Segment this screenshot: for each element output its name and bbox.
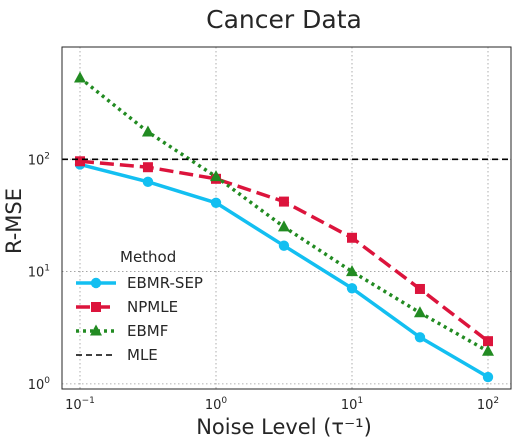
x-tick-label: 100 bbox=[205, 396, 228, 413]
point-ebmr-sep bbox=[482, 371, 494, 383]
x-tick-exponent: 0 bbox=[221, 396, 227, 406]
x-tick-label: 101 bbox=[341, 396, 363, 413]
point-ebmr-sep bbox=[346, 283, 358, 294]
legend-label-mle: MLE bbox=[127, 346, 158, 364]
point-npmle bbox=[278, 196, 289, 207]
x-tick-labels: 10−1 100 101 102 bbox=[65, 396, 499, 413]
legend-marker-ebmf bbox=[90, 324, 102, 336]
y-tick-exponent: 0 bbox=[44, 376, 50, 386]
point-npmle bbox=[414, 283, 425, 294]
point-ebmf bbox=[413, 306, 426, 318]
legend-entry-npmle: NPMLE bbox=[76, 298, 178, 316]
y-tick-label: 100 bbox=[28, 376, 51, 393]
point-ebmr-sep bbox=[142, 176, 154, 188]
point-ebmf bbox=[482, 344, 494, 356]
x-tick-exponent: 1 bbox=[357, 396, 363, 406]
x-tick-label: 10−1 bbox=[65, 396, 95, 413]
y-tick-exponent: 2 bbox=[44, 151, 50, 161]
x-tick-exponent: −1 bbox=[82, 396, 95, 406]
y-axis-label: R-MSE bbox=[2, 188, 26, 254]
point-ebmr-sep bbox=[278, 240, 290, 251]
y-tick-label: 101 bbox=[28, 264, 50, 281]
chart-title: Cancer Data bbox=[206, 5, 362, 34]
series-lines bbox=[62, 71, 511, 383]
point-ebmf bbox=[346, 265, 358, 277]
point-ebmr-sep bbox=[210, 197, 222, 208]
y-tick-label: 102 bbox=[28, 151, 50, 168]
legend: Method EBMR-SEP NPMLE EBMF MLE bbox=[76, 248, 203, 364]
x-tick-label: 102 bbox=[477, 396, 499, 413]
point-npmle bbox=[347, 232, 357, 243]
legend-marker-ebmr-sep bbox=[90, 277, 102, 289]
point-ebmf bbox=[210, 170, 222, 182]
legend-entry-mle: MLE bbox=[76, 346, 158, 364]
legend-entry-ebmr-sep: EBMR-SEP bbox=[76, 274, 203, 292]
legend-label-ebmr-sep: EBMR-SEP bbox=[127, 274, 203, 292]
point-npmle bbox=[75, 156, 85, 167]
x-axis-label: Noise Level (τ⁻¹) bbox=[196, 415, 372, 439]
point-ebmf bbox=[74, 71, 86, 83]
series-ebmf bbox=[74, 71, 494, 356]
point-npmle bbox=[483, 336, 493, 347]
legend-marker-npmle bbox=[91, 302, 101, 312]
x-tick-exponent: 2 bbox=[493, 396, 499, 406]
legend-label-ebmf: EBMF bbox=[127, 322, 168, 340]
legend-label-npmle: NPMLE bbox=[127, 298, 178, 316]
point-ebmr-sep bbox=[414, 332, 426, 343]
plot-frame bbox=[61, 46, 512, 390]
point-ebmf bbox=[277, 220, 290, 232]
point-npmle bbox=[142, 162, 153, 173]
point-ebmf bbox=[141, 125, 154, 137]
legend-entry-ebmf: EBMF bbox=[76, 322, 168, 340]
y-tick-exponent: 1 bbox=[44, 264, 50, 274]
legend-title: Method bbox=[120, 248, 176, 266]
